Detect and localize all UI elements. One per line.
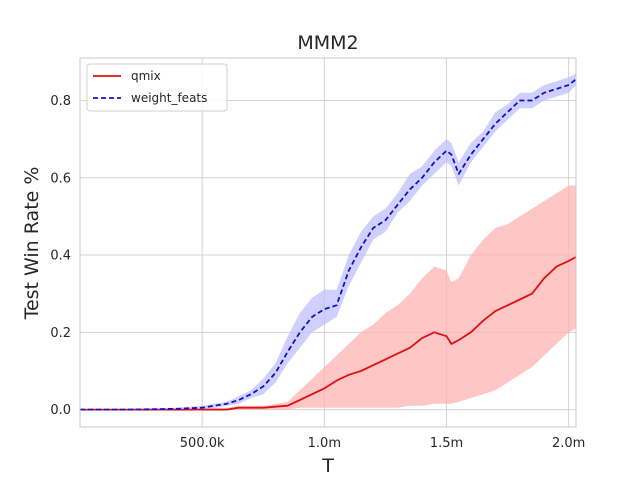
y-tick-label: 0.2 bbox=[50, 326, 71, 341]
band-weight-feats bbox=[80, 73, 576, 410]
y-axis-label: Test Win Rate % bbox=[21, 167, 43, 321]
tick-labels: 500.0k 1.0m 1.5m 2.0m 0.0 0.2 0.4 0.6 0.8 bbox=[50, 94, 585, 451]
y-tick-label: 0.8 bbox=[50, 94, 71, 109]
y-tick-label: 0.4 bbox=[50, 249, 71, 264]
legend: qmix weight_feats bbox=[86, 63, 228, 112]
series-line-weight-feats bbox=[80, 78, 577, 411]
y-tick-label: 0.0 bbox=[50, 403, 71, 418]
legend-label-weight-feats: weight_feats bbox=[131, 91, 207, 105]
chart-title: MMM2 bbox=[297, 32, 358, 54]
x-tick-label: 500.0k bbox=[180, 436, 225, 451]
x-tick-label: 1.0m bbox=[308, 436, 341, 451]
series-line-qmix bbox=[80, 256, 577, 411]
legend-box bbox=[86, 63, 228, 112]
y-tick-label: 0.6 bbox=[50, 171, 71, 186]
series-lines bbox=[80, 78, 577, 411]
plot-frame bbox=[79, 57, 577, 428]
x-tick-label: 1.5m bbox=[430, 436, 463, 451]
band-qmix bbox=[80, 185, 576, 410]
legend-label-qmix: qmix bbox=[131, 69, 161, 83]
x-axis-label: T bbox=[321, 455, 334, 477]
x-tick-label: 2.0m bbox=[552, 436, 585, 451]
confidence-bands bbox=[80, 73, 576, 410]
